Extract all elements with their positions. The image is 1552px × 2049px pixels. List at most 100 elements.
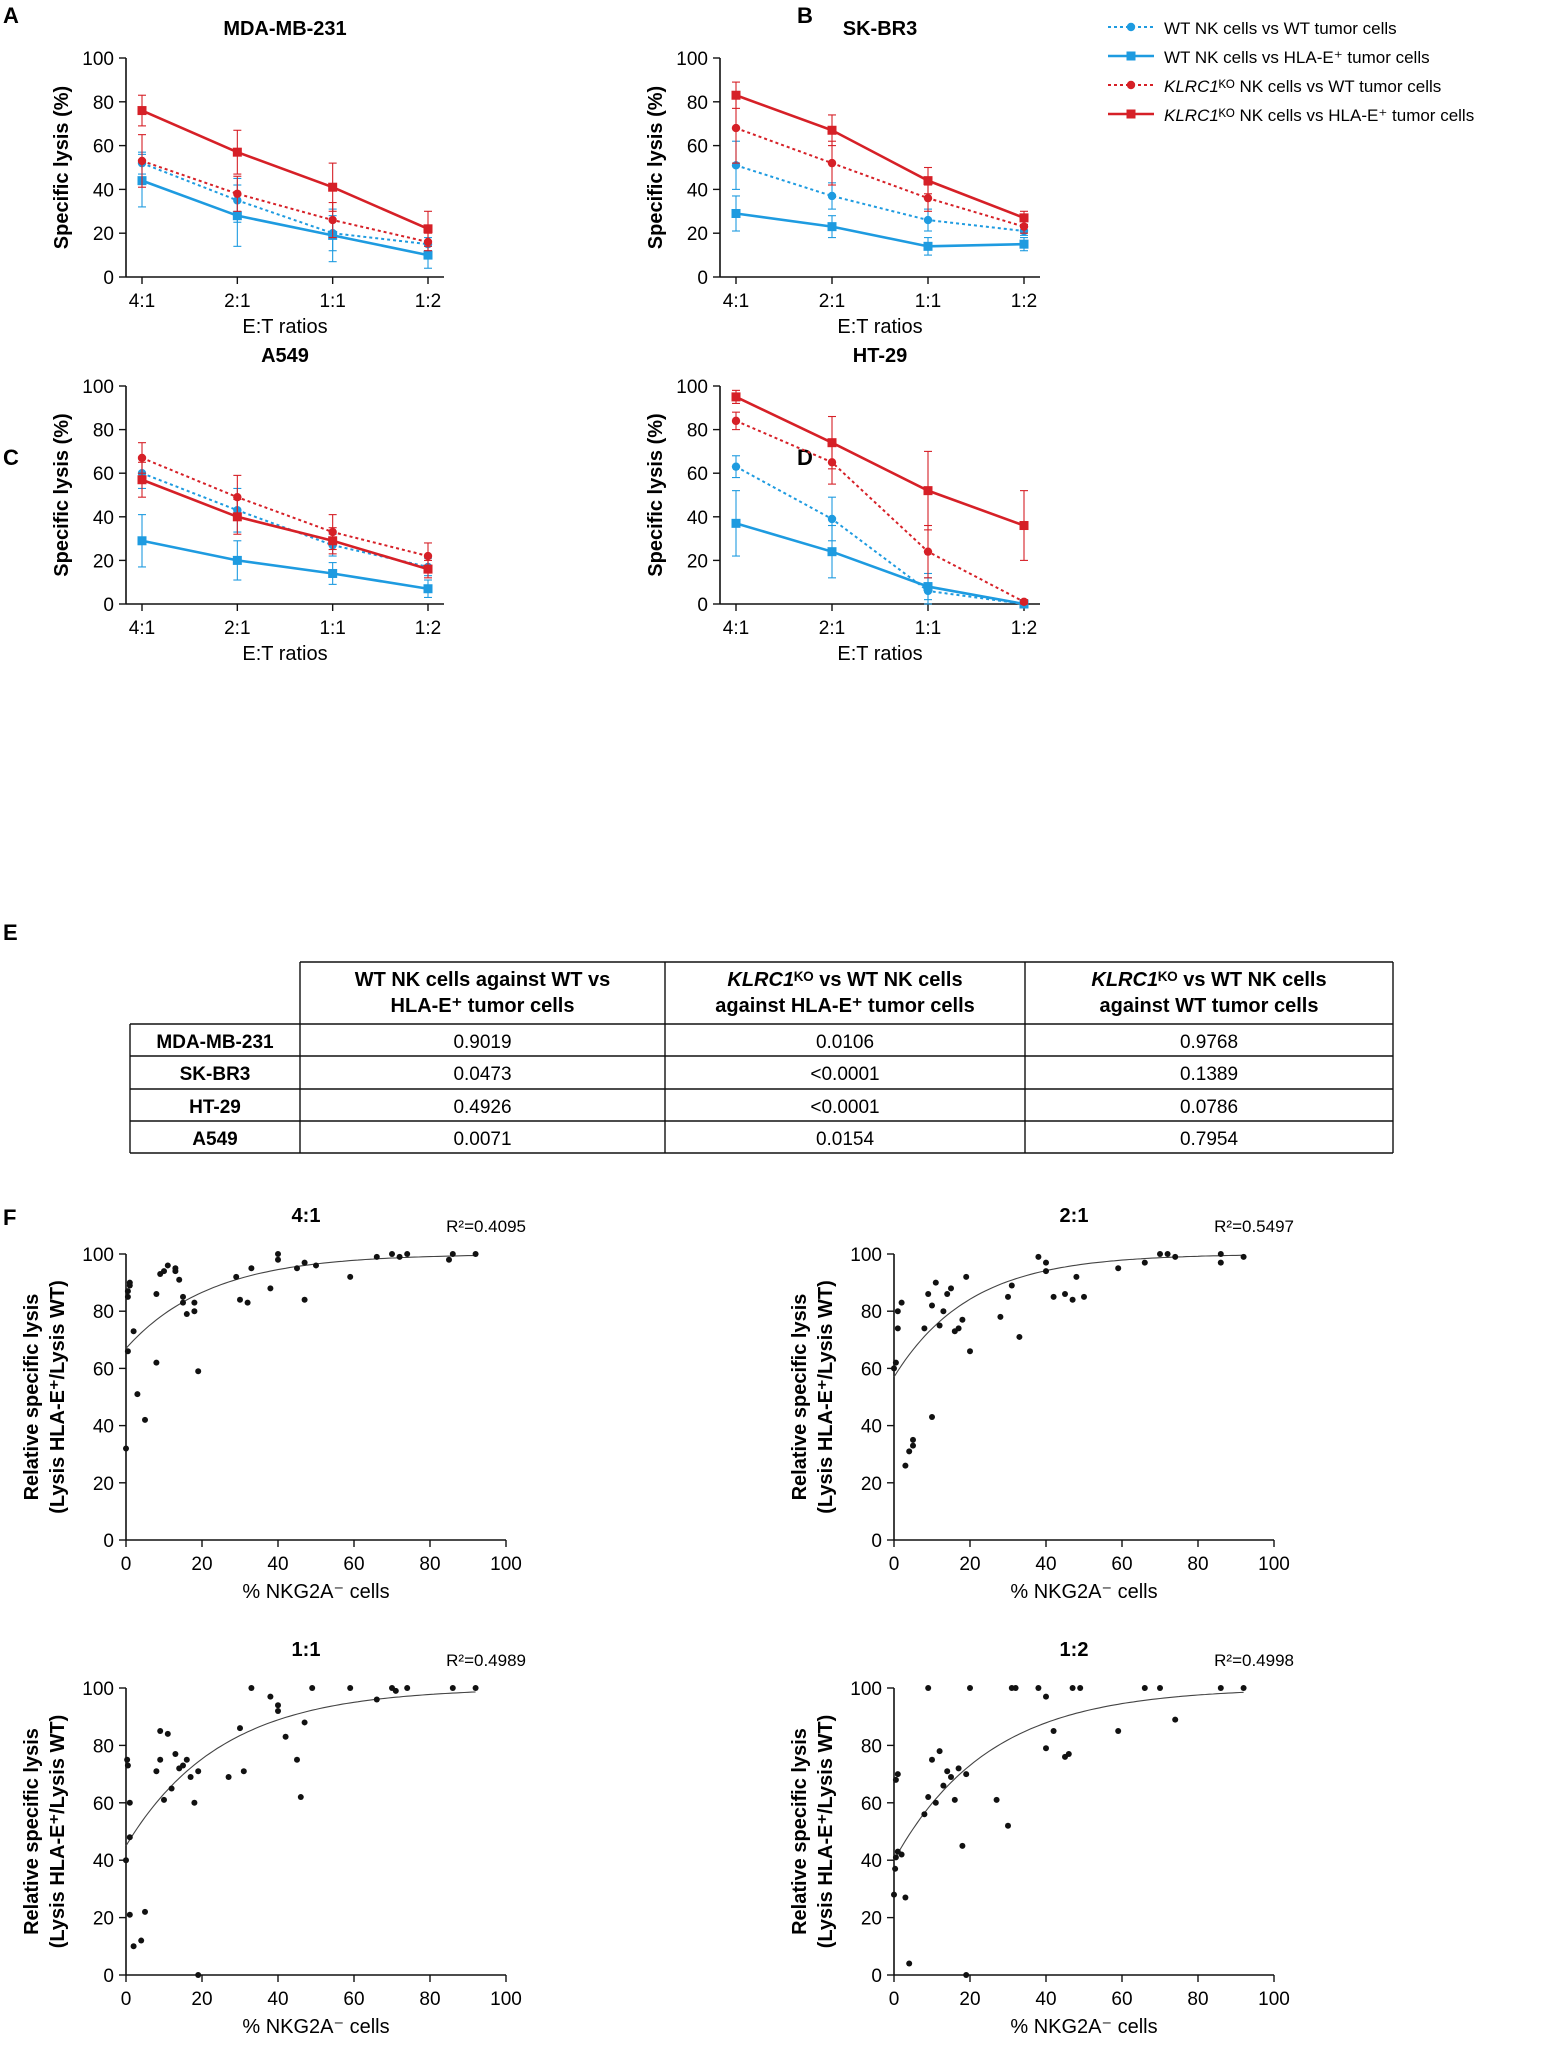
scatter-point [892, 1865, 899, 1872]
data-point [423, 250, 433, 260]
data-point [827, 514, 837, 524]
scatter-point [225, 1773, 232, 1780]
table-row-label: A549 [192, 1129, 237, 1150]
y-tick-label: 80 [93, 421, 114, 442]
y-tick-label: 60 [93, 1794, 114, 1815]
scatter-point [126, 1911, 133, 1918]
scatter-point [936, 1322, 943, 1329]
scatter-point [180, 1762, 186, 1769]
scatter-point [1035, 1685, 1042, 1691]
legend-swatch-marker [1126, 22, 1136, 32]
table-header-line: WT NK cells against WT vs [355, 969, 611, 991]
series-line [735, 164, 1025, 233]
series-2 [137, 514, 433, 599]
scatter-point [248, 1265, 255, 1272]
data-point [423, 564, 433, 574]
scatter-point [891, 1891, 897, 1898]
x-tick-label: 60 [343, 1989, 364, 2010]
y-axis-label: (Lysis HLA-E⁺/Lysis WT) [47, 1280, 69, 1514]
y-tick-label: 40 [861, 1851, 882, 1872]
x-tick-label: 100 [490, 1989, 522, 2010]
y-axis-label: Relative specific lysis [21, 1728, 43, 1935]
data-point [137, 475, 147, 485]
data-point [923, 215, 933, 225]
scatter-point [963, 1972, 970, 1978]
x-tick-label: 100 [1258, 1554, 1290, 1575]
scatter-point [925, 1685, 932, 1691]
scatter-point [929, 1756, 935, 1763]
data-point [923, 547, 933, 556]
scatter-point [1157, 1251, 1163, 1257]
scatter-point [993, 1796, 1000, 1803]
scatter-point [180, 1299, 186, 1306]
y-tick-label: 20 [93, 1909, 114, 1930]
scatter-point [275, 1702, 281, 1709]
scatter-point [168, 1785, 175, 1792]
y-axis-label: (Lysis HLA-E⁺/Lysis WT) [815, 1715, 837, 1949]
scatter-point [301, 1259, 308, 1266]
scatter-point [472, 1685, 479, 1691]
pvalue-table: WT NK cells against WT vs HLA-E⁺ tumor ce… [129, 961, 1394, 1154]
scatter-point [959, 1842, 966, 1849]
legend-swatch-marker [1126, 51, 1136, 61]
scatter-point [123, 1857, 129, 1864]
x-tick-label: 1:1 [915, 291, 941, 312]
table-header-line: HLA-E⁺ tumor cells [391, 995, 575, 1017]
scatter-point [164, 1730, 171, 1737]
table-row-label: HT-29 [189, 1097, 241, 1118]
data-point [731, 416, 741, 426]
y-tick-label: 80 [861, 1736, 882, 1757]
line-chart-a: MDA-MB-231 0 20 40 60 80 100 4:1 2:1 1:1 1:2 E:T ra… [51, 18, 444, 338]
scatter-point [944, 1768, 951, 1775]
x-tick-label: 20 [959, 1554, 980, 1575]
data-point [328, 536, 338, 546]
fit-curve [125, 1254, 476, 1349]
y-tick-label: 40 [687, 508, 708, 529]
y-tick-label: 100 [82, 1245, 114, 1266]
x-tick-label: 100 [1258, 1989, 1290, 2010]
x-axis-label: E:T ratios [242, 643, 327, 665]
series-line [141, 472, 429, 568]
scatter-point [906, 1960, 913, 1967]
scatter-point [123, 1445, 129, 1452]
series-line [735, 94, 1025, 220]
scatter-point [449, 1251, 456, 1257]
scatter-point [1069, 1296, 1076, 1303]
series-line [735, 212, 1025, 248]
x-tick-label: 60 [1111, 1989, 1132, 2010]
r-squared-label: R²=0.4998 [1214, 1651, 1294, 1670]
scatter-point [191, 1299, 198, 1306]
y-axis-label: Specific lysis (%) [645, 413, 667, 576]
scatter-point [1240, 1253, 1247, 1260]
data-point [827, 438, 837, 448]
scatter-charts: 4:1 R²=0.4095 0 20 40 60 80 100 0 20 40 60 80 100 % NK… [21, 1205, 1294, 2038]
scatter-point [157, 1728, 164, 1735]
y-tick-label: 0 [871, 1966, 882, 1987]
x-tick-label: 1:2 [415, 618, 441, 639]
scatter-point [940, 1308, 947, 1315]
x-tick-label: 60 [343, 1554, 364, 1575]
y-tick-label: 60 [687, 464, 708, 485]
scatter-point [1043, 1745, 1049, 1752]
panel-letter-e: E [3, 920, 18, 945]
scatter-point [929, 1302, 935, 1309]
scatter-point [233, 1273, 240, 1280]
data-point [137, 106, 147, 116]
y-tick-label: 60 [93, 1359, 114, 1380]
scatter-point [967, 1348, 973, 1355]
scatter-point [164, 1262, 171, 1269]
scatter-point [161, 1796, 167, 1803]
scatter-point [921, 1325, 928, 1332]
scatter-point [301, 1296, 308, 1303]
scatter-point [1016, 1333, 1023, 1340]
x-tick-label: 2:1 [819, 291, 845, 312]
series-2 [731, 195, 1029, 256]
scatter-point [449, 1685, 456, 1691]
x-tick-label: 0 [889, 1989, 900, 2010]
scatter-point [237, 1296, 243, 1303]
y-tick-label: 0 [697, 268, 708, 289]
scatter-point [948, 1773, 954, 1780]
panel-letter-a: A [3, 3, 19, 28]
x-tick-label: 80 [419, 1989, 440, 2010]
x-axis-label: % NKG2A⁻ cells [242, 2016, 389, 2038]
